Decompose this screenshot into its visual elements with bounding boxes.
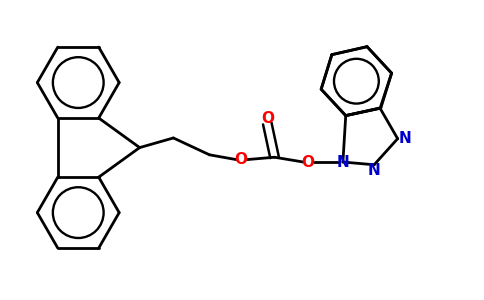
Text: N: N <box>399 131 412 146</box>
Text: O: O <box>261 111 274 126</box>
Text: N: N <box>336 154 349 169</box>
Text: O: O <box>234 152 247 167</box>
Text: N: N <box>368 163 380 178</box>
Text: O: O <box>302 154 315 169</box>
